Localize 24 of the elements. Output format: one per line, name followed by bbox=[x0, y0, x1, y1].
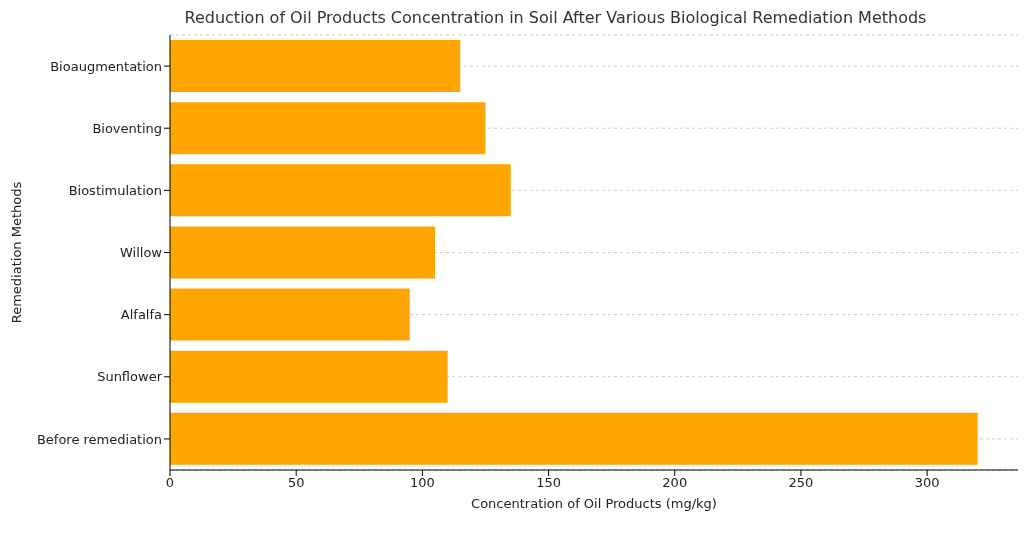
bar bbox=[170, 350, 448, 403]
bar bbox=[170, 164, 511, 217]
y-tick-label: Willow bbox=[120, 245, 163, 261]
y-tick-label: Bioaugmentation bbox=[50, 58, 162, 74]
x-tick-label: 50 bbox=[287, 475, 305, 491]
y-tick-label: Bioventing bbox=[92, 120, 162, 136]
x-tick-label: 300 bbox=[914, 475, 940, 491]
y-tick-label: Biostimulation bbox=[68, 182, 162, 198]
y-axis-title: Remediation Methods bbox=[8, 181, 24, 324]
bar bbox=[170, 40, 461, 92]
y-tick-label: Alfalfa bbox=[120, 307, 162, 323]
bar bbox=[170, 102, 486, 155]
chart-title: Reduction of Oil Products Concentration in Soil After Various Biological Remediation Methods bbox=[183, 8, 928, 29]
bar bbox=[170, 288, 410, 341]
x-axis-title: Concentration of Oil Products (mg/kg) bbox=[471, 496, 717, 511]
x-tick-label: 250 bbox=[788, 475, 814, 491]
x-tick-label: 100 bbox=[409, 475, 435, 491]
x-tick-label: 150 bbox=[536, 475, 561, 491]
bar bbox=[170, 412, 978, 465]
x-tick-label: 200 bbox=[662, 475, 688, 491]
bar bbox=[170, 226, 435, 279]
y-tick-label: Before remediation bbox=[36, 431, 162, 447]
y-tick-label: Sunflower bbox=[97, 369, 163, 385]
x-tick-label: 0 bbox=[165, 475, 175, 491]
